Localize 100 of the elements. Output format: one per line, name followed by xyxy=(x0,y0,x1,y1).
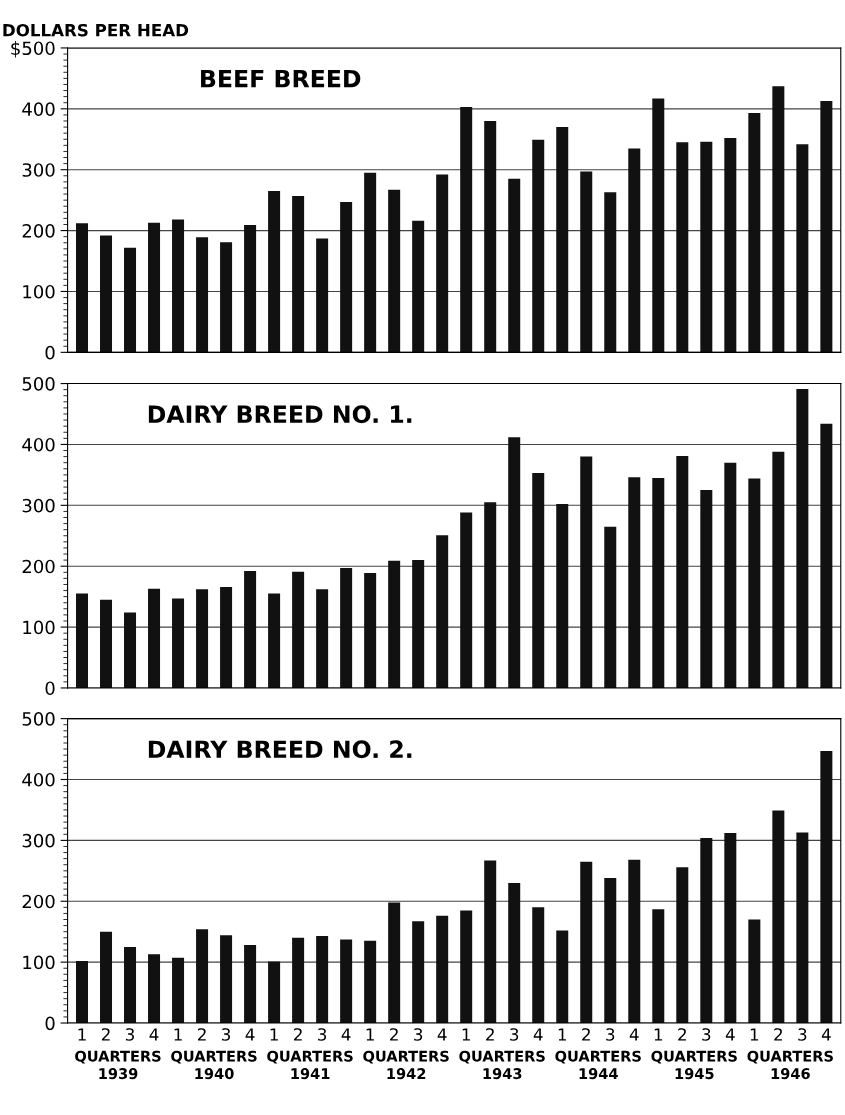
bar xyxy=(700,141,713,353)
x-tick-label: 4 xyxy=(533,1028,543,1041)
text: DAIRY BREED NO. 2. xyxy=(148,740,412,759)
text: QUARTERS 1945 xyxy=(651,1050,737,1080)
y-tick-label: 500 xyxy=(22,377,55,391)
bar xyxy=(196,237,209,353)
x-tick-label: 4 xyxy=(629,1028,639,1041)
bar xyxy=(508,178,521,353)
text: DAIRY BREED NO. 1. xyxy=(148,405,412,424)
text: QUARTERS 1943 xyxy=(459,1050,545,1080)
text: QUARTERS 1939 xyxy=(75,1050,161,1080)
y-tick-label: 400 xyxy=(22,772,55,787)
x-tick-label: 2 xyxy=(678,1028,686,1041)
y-tick-label: 300 xyxy=(22,498,55,513)
y-axis-title: DOLLARS PER HEAD xyxy=(3,23,189,37)
bar xyxy=(532,139,545,353)
text: QUARTERS 1944 xyxy=(555,1050,641,1080)
bar xyxy=(316,935,329,1024)
y-tick-label: 0 xyxy=(45,681,55,696)
bar xyxy=(220,935,233,1024)
x-tick-label: 4 xyxy=(341,1028,351,1041)
y-tick-label: $500 xyxy=(11,41,55,58)
bar xyxy=(460,910,473,1024)
x-tick-label: 3 xyxy=(702,1028,711,1041)
y-tick-label: 100 xyxy=(23,620,55,635)
bar xyxy=(436,174,449,353)
bar xyxy=(412,560,425,688)
bar xyxy=(676,456,689,688)
text: BEEF BREED xyxy=(201,69,361,88)
bar xyxy=(196,929,209,1024)
bar xyxy=(172,957,185,1024)
text: QUARTERS 1946 xyxy=(747,1050,833,1080)
x-tick-label: 1 xyxy=(270,1028,278,1041)
y-tick-label: 300 xyxy=(22,163,55,177)
bar xyxy=(772,86,785,353)
y-tick-label: 400 xyxy=(22,102,55,116)
x-tick-label: 1 xyxy=(174,1028,182,1041)
bar xyxy=(364,572,377,688)
bar xyxy=(580,456,593,688)
bar xyxy=(772,451,785,688)
x-tick-label: 1 xyxy=(654,1028,663,1041)
bar xyxy=(676,867,689,1024)
x-tick-label: 3 xyxy=(222,1028,231,1041)
text: QUARTERS 1942 xyxy=(363,1050,449,1080)
bar xyxy=(292,195,305,353)
bar xyxy=(388,189,401,353)
bar xyxy=(244,571,257,688)
bar xyxy=(316,589,329,688)
y-tick-label: 100 xyxy=(23,284,55,299)
bar xyxy=(340,201,353,353)
bar xyxy=(268,593,281,688)
bar xyxy=(436,915,449,1024)
x-tick-label: 3 xyxy=(606,1028,615,1041)
bar xyxy=(748,919,761,1024)
x-tick-label: 3 xyxy=(510,1028,519,1041)
bar xyxy=(556,504,569,688)
bar xyxy=(508,882,521,1024)
bar xyxy=(244,945,257,1024)
bar xyxy=(196,589,209,688)
bar xyxy=(124,247,137,353)
bar xyxy=(220,586,233,688)
text: QUARTERS 1941 xyxy=(267,1050,353,1080)
bar xyxy=(292,571,305,688)
y-tick-label: 500 xyxy=(22,712,55,726)
x-tick-label: 2 xyxy=(101,1028,110,1041)
x-tick-label: 2 xyxy=(197,1028,206,1041)
bar xyxy=(124,612,137,688)
bar xyxy=(628,148,641,353)
y-tick-label: 200 xyxy=(22,224,55,238)
x-tick-label: 2 xyxy=(294,1028,302,1041)
y-tick-label: 200 xyxy=(22,559,55,574)
bar xyxy=(676,142,689,353)
text: QUARTERS 1940 xyxy=(171,1050,257,1080)
bar xyxy=(316,238,329,353)
bar xyxy=(532,907,545,1024)
bar xyxy=(700,490,713,688)
bar xyxy=(100,235,113,353)
bar xyxy=(604,878,617,1024)
bar xyxy=(796,832,809,1024)
y-tick-label: 200 xyxy=(22,894,55,909)
bar xyxy=(340,568,353,688)
x-tick-label: 1 xyxy=(558,1028,566,1041)
bar xyxy=(100,599,113,688)
bar xyxy=(724,138,737,353)
bar xyxy=(484,502,497,688)
bar xyxy=(436,535,449,688)
bar xyxy=(412,220,425,353)
y-tick-label: 100 xyxy=(23,955,55,970)
x-tick-label: 2 xyxy=(390,1028,398,1041)
bar xyxy=(628,859,641,1024)
bar xyxy=(124,946,137,1024)
y-tick-label: 0 xyxy=(45,345,55,360)
bar xyxy=(796,144,809,353)
x-tick-label: 4 xyxy=(245,1028,255,1041)
bar xyxy=(364,172,377,353)
bar xyxy=(556,930,569,1024)
x-tick-label: 1 xyxy=(366,1028,374,1041)
bar xyxy=(460,107,473,353)
x-tick-label: 3 xyxy=(798,1028,807,1041)
y-tick-label: 0 xyxy=(45,1016,55,1031)
